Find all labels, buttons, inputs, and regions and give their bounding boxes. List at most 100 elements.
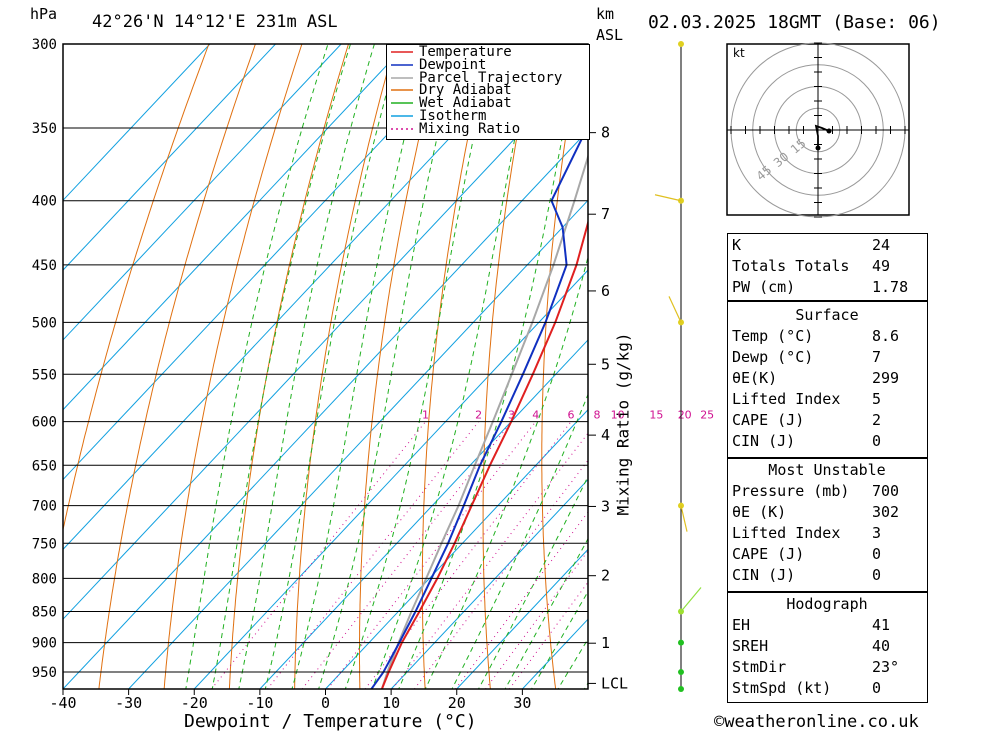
row-value: 49 <box>872 257 891 275</box>
row-label: Totals Totals <box>732 257 850 275</box>
isotherm-line <box>63 44 342 341</box>
row-value: 40 <box>872 637 891 655</box>
height-tick-label: 5 <box>601 355 610 373</box>
row-label: PW (cm) <box>732 278 796 296</box>
table-row: CIN (J) 0 <box>728 431 926 452</box>
wind-barb <box>668 296 682 323</box>
x-tick-label: -20 <box>181 694 208 712</box>
table-row: Temp (°C) 8.6 <box>728 326 926 347</box>
table-row: EH 41 <box>728 615 926 636</box>
table-row: CAPE (J) 0 <box>728 544 926 565</box>
wind-level-dot <box>678 639 684 646</box>
pressure-tick-label: 900 <box>32 636 57 652</box>
surface-panel <box>727 301 928 458</box>
x-tick-label: 0 <box>321 694 330 712</box>
hodograph-ring-label: 30 <box>771 149 792 170</box>
row-value: 24 <box>872 236 891 254</box>
mixing-ratio-line <box>455 511 588 689</box>
legend-entry: Wet Adiabat <box>391 95 512 112</box>
x-axis-title: Dewpoint / Temperature (°C) <box>184 711 477 732</box>
pressure-tick-label: 750 <box>32 536 57 552</box>
pressure-unit-label: hPa <box>30 5 58 23</box>
table-title: Most Unstable <box>768 461 886 479</box>
row-value: 3 <box>872 524 882 542</box>
isotherm-line <box>63 44 408 411</box>
mixing-ratio-line <box>392 432 588 689</box>
wind-barb <box>654 194 682 202</box>
height-tick-label: 3 <box>601 497 610 515</box>
isotherm-line <box>63 44 539 551</box>
x-tick-label: -30 <box>115 694 142 712</box>
row-label: θE (K) <box>732 503 787 521</box>
mixing-ratio-label: 15 <box>649 409 663 422</box>
legend-entry: Dry Adiabat <box>391 82 512 99</box>
legend-swatch <box>391 115 413 117</box>
height-tick-label: 7 <box>601 205 610 223</box>
legend-swatch <box>391 127 413 130</box>
wet-adiabat-line <box>211 44 351 689</box>
wind-level-dot <box>678 41 684 47</box>
row-value: 302 <box>872 503 900 521</box>
wet-adiabat-line <box>371 44 535 689</box>
asl-unit-label: ASL <box>596 26 624 44</box>
hodograph-panel <box>727 592 928 703</box>
table-row: CIN (J) 0 <box>728 565 926 586</box>
hodograph-point <box>815 145 821 151</box>
pressure-tick-label: 350 <box>32 121 57 137</box>
pressure-tick-label: 500 <box>32 315 57 331</box>
legend-label: Wet Adiabat <box>419 95 512 112</box>
dry-adiabat-line <box>98 44 256 689</box>
mixing-ratio-label: 8 <box>593 409 600 422</box>
dry-adiabat-line <box>953 44 1000 689</box>
dry-adiabat-line <box>228 44 349 689</box>
row-value: 5 <box>872 390 882 408</box>
mixing-ratio-label: 3 <box>508 409 515 422</box>
row-label: Pressure (mb) <box>732 482 850 500</box>
table-row: Pressure (mb) 700 <box>728 481 926 502</box>
legend-label: Dry Adiabat <box>419 82 512 99</box>
row-value: 23° <box>872 658 900 676</box>
legend-swatch <box>391 102 413 104</box>
row-value: 0 <box>872 545 882 563</box>
wet-adiabat-line <box>238 44 375 689</box>
isotherm-line <box>63 44 276 271</box>
wind-level-dot <box>678 669 684 676</box>
pressure-tick-label: 550 <box>32 367 57 383</box>
row-label: CIN (J) <box>732 566 796 584</box>
parcel-trajectory-line <box>380 153 588 689</box>
mixing-ratio-line <box>414 459 588 689</box>
isotherm-line <box>193 269 588 689</box>
table-row: StmSpd (kt) 0 <box>728 678 926 699</box>
plot-frame <box>62 43 589 690</box>
legend-label: Parcel Trajectory <box>419 69 563 86</box>
table-row: Lifted Index 5 <box>728 389 926 410</box>
hodograph-point <box>826 128 832 134</box>
dry-adiabat-line <box>421 44 489 689</box>
most-unstable-table: Most Unstable Pressure (mb) 700 θE (K) 302 Li… <box>728 460 926 586</box>
row-value: 2 <box>872 411 882 429</box>
dry-adiabat-line <box>541 44 582 689</box>
hodograph-ring-label: 15 <box>788 136 809 157</box>
dewpoint-line <box>370 122 588 689</box>
row-label: EH <box>732 616 751 634</box>
mixing-ratio-label: 6 <box>568 409 575 422</box>
row-label: CIN (J) <box>732 432 796 450</box>
mixing-ratio-line <box>508 581 588 689</box>
row-value: 41 <box>872 616 891 634</box>
x-tick-label: -10 <box>246 694 273 712</box>
table-row: Dewp (°C) 7 <box>728 347 926 368</box>
hodograph-table: Hodograph EH 41 SREH 40 StmDir 23° StmSpd (kt) 0 <box>728 594 926 699</box>
wet-adiabat-line <box>398 44 582 689</box>
legend-swatch <box>391 51 413 53</box>
copyright: ©weatheronline.co.uk <box>714 712 919 732</box>
table-row: SREH 40 <box>728 636 926 657</box>
legend-label: Dewpoint <box>419 56 487 73</box>
datetime-title: 02.03.2025 18GMT (Base: 06) <box>648 12 941 33</box>
dry-adiabat-line <box>359 44 442 689</box>
row-label: K <box>732 236 742 254</box>
row-value: 0 <box>872 566 882 584</box>
legend-swatch <box>391 76 413 79</box>
table-row: PW (cm) 1.78 <box>728 277 926 298</box>
legend: Temperature Dewpoint Parcel Trajectory Dry … <box>386 44 590 140</box>
